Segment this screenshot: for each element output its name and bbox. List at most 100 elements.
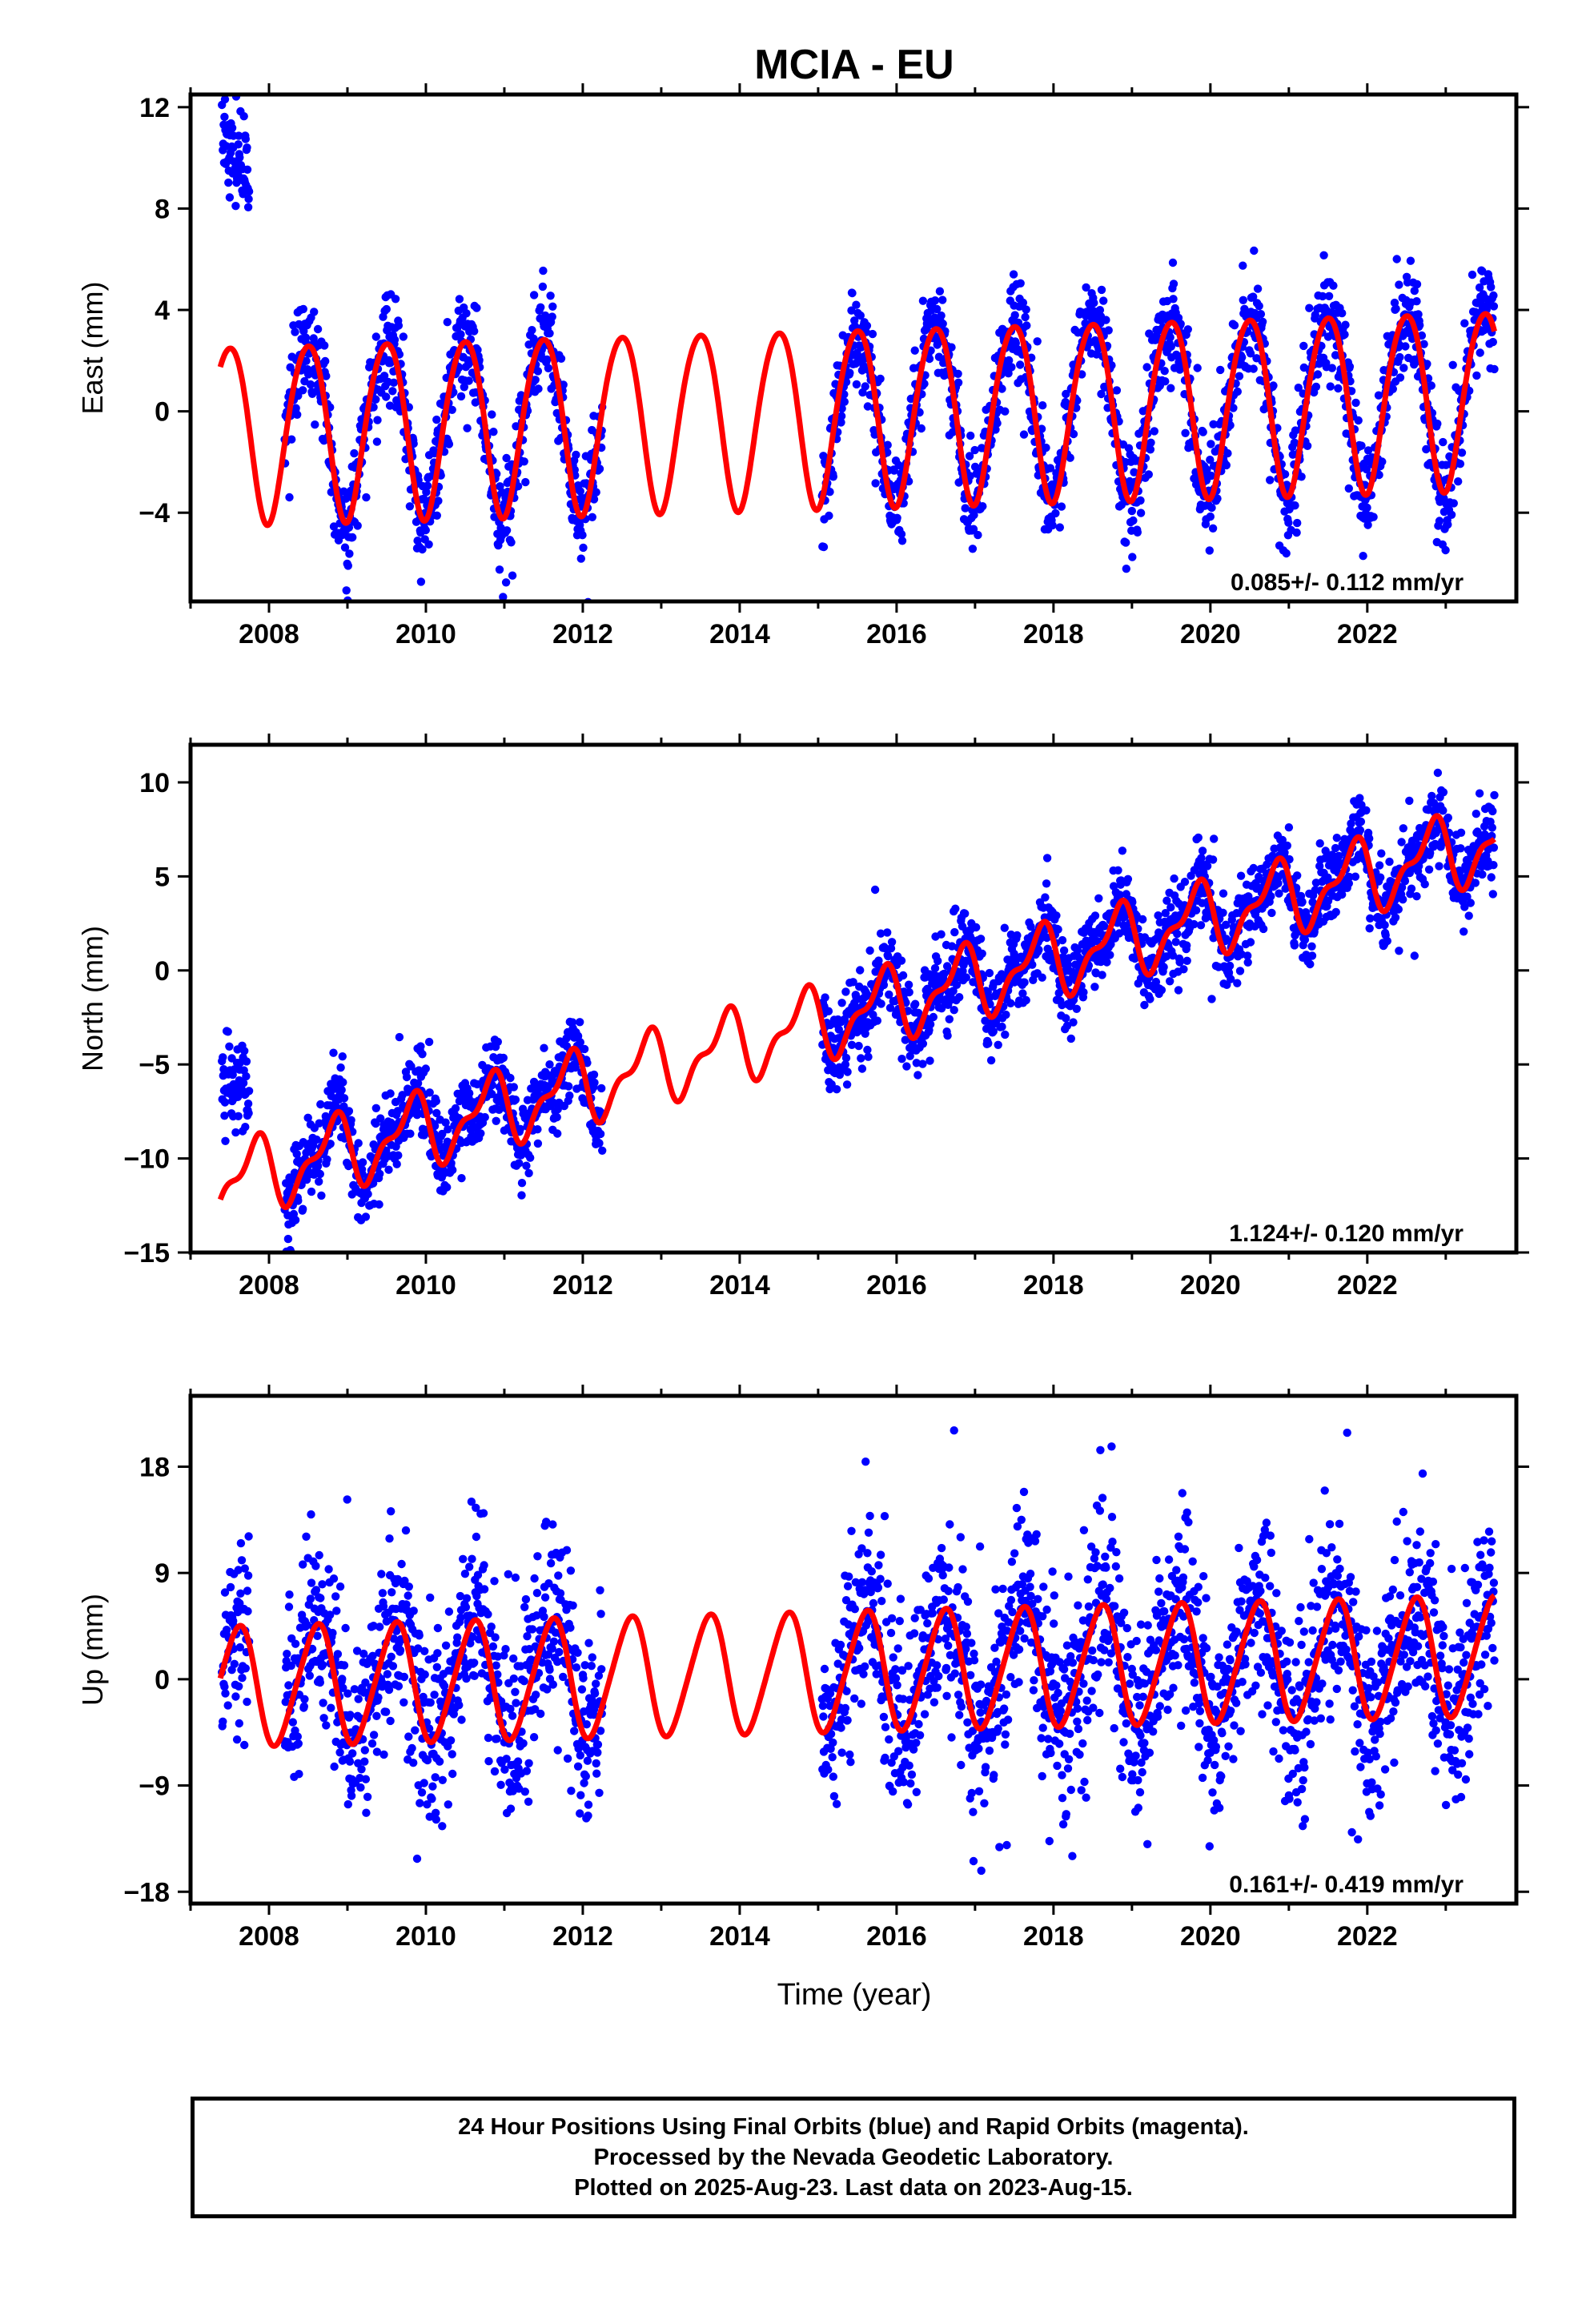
north-point	[589, 1070, 599, 1080]
east-point	[348, 533, 357, 542]
north-point	[1054, 925, 1062, 934]
east-point	[299, 304, 307, 314]
east-point	[241, 135, 250, 143]
east-point	[310, 308, 319, 316]
east-point	[579, 543, 588, 553]
north-point	[945, 1015, 954, 1023]
east-point	[1007, 363, 1016, 372]
east-point	[970, 510, 978, 520]
east-point	[1351, 398, 1360, 408]
east-point	[1399, 364, 1408, 372]
east-point	[1097, 389, 1106, 399]
east-point	[311, 420, 319, 429]
east-point	[1415, 320, 1424, 330]
east-point	[1102, 316, 1110, 324]
north-point	[926, 1056, 934, 1065]
north-point	[432, 1096, 440, 1106]
north-point	[242, 1072, 251, 1081]
north-point	[930, 963, 940, 973]
north-point	[989, 1027, 998, 1036]
east-x-ticks	[178, 83, 1529, 613]
east-point	[1235, 372, 1244, 380]
east-point	[320, 341, 329, 350]
north-point	[1062, 1014, 1070, 1023]
east-point	[1144, 470, 1154, 479]
north-point	[515, 1159, 524, 1168]
north-point	[225, 1042, 234, 1051]
east-point	[1016, 279, 1025, 287]
north-point	[1236, 871, 1246, 880]
north-y-tick-label: −15	[123, 1238, 170, 1269]
north-model-line	[217, 813, 1497, 1211]
north-point	[1168, 951, 1178, 960]
east-point	[1222, 460, 1231, 470]
north-point	[955, 993, 964, 1002]
east-point	[1468, 270, 1477, 279]
north-point	[984, 1039, 993, 1048]
east-point	[1388, 384, 1398, 393]
east-point	[1476, 348, 1484, 357]
north-point	[1375, 861, 1384, 870]
north-point	[354, 1139, 363, 1148]
north-point	[317, 1191, 326, 1200]
north-point	[1227, 975, 1235, 983]
east-point	[1213, 494, 1222, 503]
east-point	[920, 380, 929, 388]
north-point	[926, 1019, 935, 1029]
east-point	[1207, 503, 1216, 513]
up-point	[230, 1659, 239, 1668]
north-point	[905, 1051, 914, 1060]
east-point	[1269, 381, 1278, 390]
east-point	[471, 398, 480, 407]
east-point	[1146, 438, 1155, 447]
east-point	[502, 453, 511, 463]
east-point	[915, 408, 924, 417]
up-point	[343, 1799, 352, 1809]
north-point	[1426, 848, 1435, 858]
north-point	[1395, 947, 1403, 955]
east-point	[1253, 284, 1263, 293]
north-point	[1259, 924, 1268, 934]
east-point	[938, 320, 947, 328]
north-point	[418, 1050, 427, 1059]
up-point	[299, 1560, 307, 1569]
north-point	[321, 1112, 330, 1121]
east-point	[1250, 246, 1259, 255]
east-point	[1145, 329, 1154, 338]
up-point	[243, 1606, 252, 1616]
north-point	[821, 993, 829, 1002]
east-point	[456, 330, 465, 339]
east-point	[1282, 549, 1291, 558]
north-point	[1042, 854, 1052, 862]
north-point	[283, 1234, 293, 1244]
east-point	[543, 355, 552, 364]
east-point	[546, 292, 555, 300]
east-point	[456, 392, 466, 401]
east-point	[369, 403, 378, 412]
up-point	[295, 1770, 303, 1779]
north-point	[307, 1187, 316, 1196]
up-point	[316, 1594, 325, 1602]
north-point	[443, 1183, 452, 1192]
east-point	[1021, 312, 1030, 322]
east-point	[595, 464, 604, 473]
east-point	[416, 577, 426, 586]
east-point	[1324, 292, 1334, 300]
east-point	[234, 140, 243, 149]
east-point	[572, 450, 580, 460]
east-point	[1033, 337, 1042, 346]
north-point	[337, 1085, 346, 1095]
north-point	[972, 923, 981, 932]
north-point	[291, 1216, 300, 1224]
east-point	[1441, 545, 1450, 555]
north-point	[1400, 877, 1410, 886]
east-point	[219, 64, 227, 72]
up-point	[284, 1681, 293, 1690]
east-point	[521, 477, 530, 487]
east-point	[291, 328, 299, 336]
east-point	[954, 378, 963, 387]
north-point	[1128, 898, 1137, 907]
north-point	[911, 999, 920, 1008]
east-point	[244, 195, 253, 203]
east-point	[1129, 516, 1138, 525]
